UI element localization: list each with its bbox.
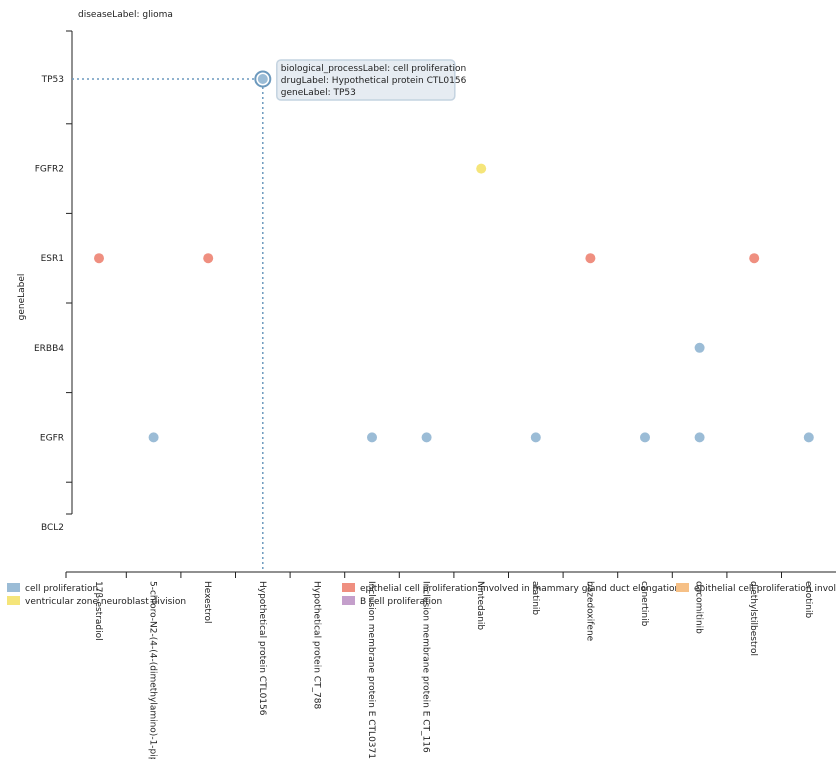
- crosshair: [72, 78, 264, 572]
- y-tick-label: TP53: [41, 75, 64, 85]
- data-point[interactable]: [367, 432, 377, 443]
- x-tick-label: Inclusion membrane protein E CT_116: [421, 581, 431, 753]
- data-point[interactable]: [694, 432, 705, 443]
- legend-item[interactable]: cell proliferation: [7, 583, 98, 594]
- legend: cell proliferation epithelial cell prolif…: [7, 583, 836, 607]
- x-tick-label: diethylstilbestrol: [748, 581, 758, 656]
- data-point[interactable]: [148, 432, 159, 443]
- legend-swatch: [676, 583, 689, 592]
- data-point[interactable]: [749, 253, 760, 264]
- y-tick-label: ERBB4: [34, 344, 64, 354]
- axes: [65, 30, 836, 578]
- x-tick-label: Nintedanib: [475, 581, 485, 630]
- x-tick-label: bazedoxifene: [584, 581, 594, 642]
- legend-label: cell proliferation: [25, 584, 98, 594]
- legend-swatch: [7, 583, 20, 592]
- data-point[interactable]: [640, 432, 650, 443]
- x-tick-label: 5-chloro-N2-(4-(4-(dimethylamino)-1-pipe…: [148, 581, 158, 759]
- y-tick-label: FGFR2: [35, 165, 64, 175]
- data-points: [94, 70, 814, 443]
- x-tick-labels: 17β-estradiol 5-chloro-N2-(4-(4-(dimethyl…: [93, 581, 813, 759]
- data-point[interactable]: [803, 432, 814, 443]
- legend-swatch: [7, 596, 20, 605]
- y-axis-title: geneLabel: [17, 274, 27, 321]
- y-tick-label: ESR1: [41, 254, 64, 264]
- x-tick-label: Hypothetical protein CT_788: [311, 581, 321, 710]
- legend-swatch: [342, 596, 355, 605]
- tooltip-line: drugLabel: Hypothetical protein CTL0156: [281, 76, 467, 86]
- legend-label: epithelial cell proliferation involved: [694, 584, 836, 594]
- legend-label: ventricular zone neuroblast division: [25, 597, 186, 607]
- data-point[interactable]: [257, 74, 268, 84]
- legend-item[interactable]: ventricular zone neuroblast division: [7, 596, 186, 607]
- panel-title: diseaseLabel: glioma: [78, 10, 173, 20]
- legend-label: epithelial cell proliferation involved i…: [360, 584, 680, 594]
- y-tick-labels: TP53 FGFR2 ESR1 ERBB4 EGFR BCL2: [34, 75, 64, 533]
- data-point[interactable]: [530, 432, 541, 443]
- tooltip: biological_processLabel: cell proliferat…: [276, 59, 467, 101]
- x-tick-label: Hexestrol: [202, 581, 212, 623]
- x-tick-label: afatinib: [530, 581, 540, 615]
- data-point[interactable]: [694, 342, 705, 353]
- x-tick-label: 17β-estradiol: [93, 581, 103, 641]
- data-point[interactable]: [203, 253, 214, 264]
- legend-label: B cell proliferation: [360, 597, 442, 607]
- x-tick-label: dacomitinib: [694, 581, 704, 634]
- y-tick-label: EGFR: [40, 433, 64, 443]
- legend-item[interactable]: B cell proliferation: [342, 596, 442, 607]
- x-tick-label: Hypothetical protein CTL0156: [257, 581, 267, 716]
- tooltip-box: [276, 59, 456, 101]
- legend-swatch: [342, 583, 355, 592]
- legend-item[interactable]: epithelial cell proliferation involved: [676, 583, 836, 594]
- x-tick-label: canertinib: [639, 581, 649, 627]
- data-point[interactable]: [476, 163, 487, 174]
- x-tick-label: Inclusion membrane protein E CTL0371: [366, 581, 376, 759]
- data-point[interactable]: [585, 253, 596, 264]
- y-tick-label: BCL2: [41, 523, 64, 533]
- x-tick-label: erlotinib: [803, 581, 813, 618]
- legend-item[interactable]: epithelial cell proliferation involved i…: [342, 583, 680, 594]
- data-point[interactable]: [94, 253, 104, 264]
- tooltip-line: biological_processLabel: cell proliferat…: [281, 64, 466, 74]
- data-point[interactable]: [421, 432, 432, 443]
- tooltip-line: geneLabel: TP53: [281, 88, 356, 98]
